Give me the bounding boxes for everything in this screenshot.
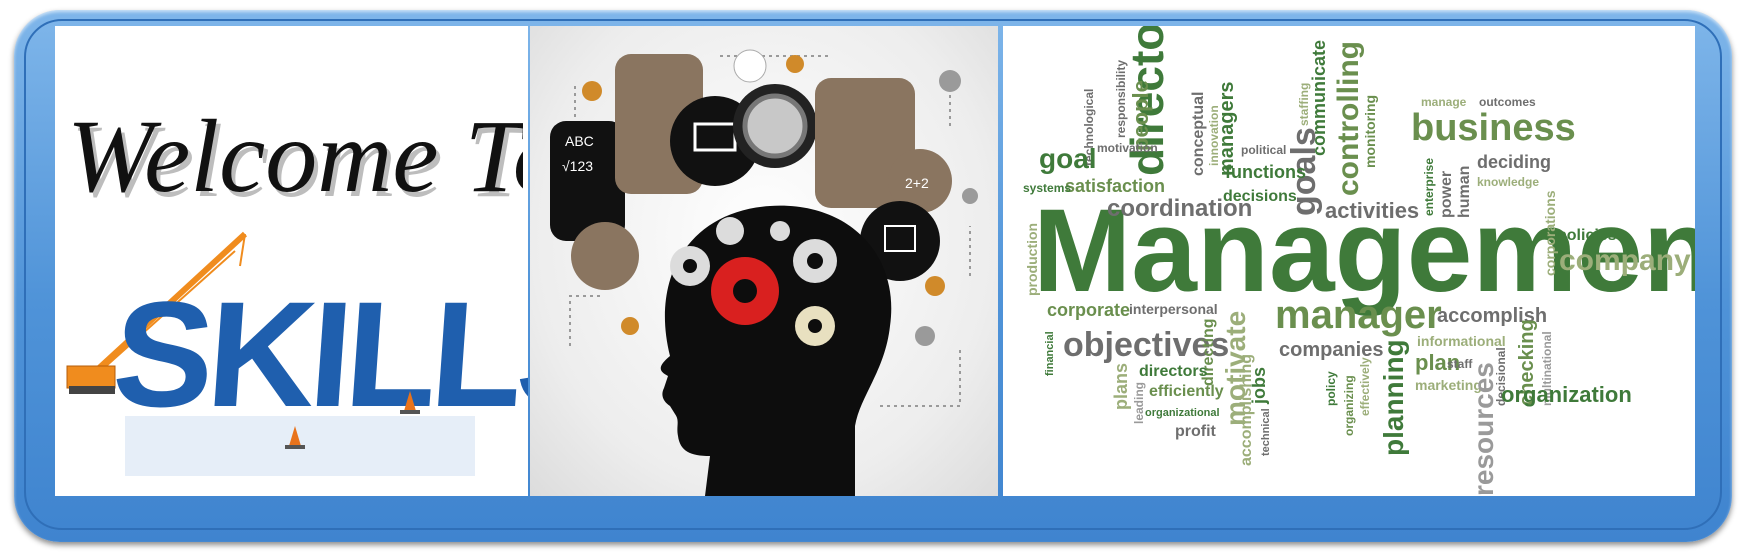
cone-icon bbox=[285, 391, 420, 449]
idea-bubbles: ABC √123 2+2 bbox=[550, 49, 952, 290]
svg-text:technical: technical bbox=[1260, 408, 1272, 456]
word-director: director bbox=[1121, 26, 1173, 176]
svg-text:motivate: motivate bbox=[1220, 311, 1251, 426]
svg-text:decisions: decisions bbox=[1223, 188, 1297, 205]
svg-text:managers: managers bbox=[1216, 82, 1238, 177]
svg-text:policy: policy bbox=[1324, 371, 1338, 406]
svg-text:resources: resources bbox=[1468, 362, 1499, 496]
svg-text:human: human bbox=[1456, 166, 1473, 218]
svg-text:plans: plans bbox=[1111, 363, 1131, 410]
svg-text:accomplishing: accomplishing bbox=[1238, 354, 1255, 466]
svg-text:multinational: multinational bbox=[1540, 331, 1554, 406]
svg-text:satisfaction: satisfaction bbox=[1065, 176, 1165, 196]
svg-text:companies: companies bbox=[1279, 339, 1383, 361]
svg-text:technological: technological bbox=[1082, 89, 1096, 166]
svg-text:checking: checking bbox=[1516, 319, 1538, 406]
svg-text:profit: profit bbox=[1175, 423, 1217, 440]
welcome-text: Welcome To bbox=[67, 99, 523, 214]
svg-text:deciding: deciding bbox=[1477, 152, 1551, 172]
svg-text:enterprise: enterprise bbox=[1422, 158, 1436, 216]
svg-text:staffing: staffing bbox=[1297, 83, 1311, 126]
svg-text:accomplish: accomplish bbox=[1437, 305, 1547, 327]
svg-text:√123: √123 bbox=[562, 158, 593, 174]
svg-text:company: company bbox=[1559, 244, 1691, 277]
svg-text:objectives: objectives bbox=[1063, 326, 1229, 364]
brain-gears-icon bbox=[670, 217, 837, 346]
svg-text:policies: policies bbox=[1557, 227, 1617, 244]
management-word-cloud-panel: Management director managers goals contr… bbox=[1003, 26, 1695, 496]
svg-text:informational: informational bbox=[1417, 333, 1506, 349]
svg-text:communicate: communicate bbox=[1309, 40, 1329, 156]
svg-text:ABC: ABC bbox=[565, 133, 594, 149]
svg-text:interpersonal: interpersonal bbox=[1129, 301, 1218, 317]
welcome-heading: Welcome To Welcome To bbox=[67, 99, 523, 219]
head-ideas-illustration: ABC √123 2+2 bbox=[550, 49, 978, 496]
svg-text:organizing: organizing bbox=[1342, 375, 1356, 436]
svg-text:functions: functions bbox=[1225, 162, 1306, 182]
svg-text:people: people bbox=[1128, 80, 1153, 151]
svg-text:staff: staff bbox=[1447, 357, 1473, 371]
welcome-skills-panel: Welcome To Welcome To SKILLS bbox=[55, 26, 528, 496]
svg-text:planning: planning bbox=[1378, 339, 1409, 456]
svg-text:controlling: controlling bbox=[1332, 41, 1365, 196]
svg-text:production: production bbox=[1024, 223, 1040, 296]
svg-text:goal: goal bbox=[1039, 143, 1097, 174]
svg-text:organizational: organizational bbox=[1145, 407, 1220, 419]
banner-frame-border bbox=[24, 19, 1722, 530]
svg-text:corporate: corporate bbox=[1047, 300, 1130, 320]
svg-text:innovation: innovation bbox=[1207, 105, 1221, 166]
dotted-arrows bbox=[569, 55, 971, 407]
svg-text:political: political bbox=[1241, 143, 1286, 157]
svg-text:monitoring: monitoring bbox=[1362, 95, 1378, 168]
svg-text:organization: organization bbox=[1501, 382, 1632, 407]
svg-text:responsibility: responsibility bbox=[1114, 60, 1128, 138]
svg-text:corporations: corporations bbox=[1542, 190, 1558, 276]
svg-text:plan: plan bbox=[1415, 350, 1460, 375]
svg-text:coordination: coordination bbox=[1107, 195, 1252, 222]
svg-text:conceptual: conceptual bbox=[1190, 92, 1207, 176]
welcome-text-shadow: Welcome To bbox=[71, 104, 523, 219]
svg-text:outcomes: outcomes bbox=[1479, 95, 1536, 109]
svg-text:leading: leading bbox=[1132, 382, 1146, 424]
svg-text:directing: directing bbox=[1200, 318, 1217, 386]
skills-text: SKILLS bbox=[108, 270, 528, 438]
svg-text:power: power bbox=[1438, 171, 1455, 218]
brain-ideas-panel: ABC √123 2+2 bbox=[530, 26, 998, 496]
svg-text:2+2: 2+2 bbox=[905, 175, 929, 191]
svg-text:jobs: jobs bbox=[1249, 367, 1269, 405]
gray-gear-icons bbox=[915, 70, 978, 346]
svg-text:manager: manager bbox=[1275, 293, 1442, 337]
svg-text:directors: directors bbox=[1139, 363, 1208, 380]
svg-text:decisional: decisional bbox=[1494, 347, 1508, 406]
svg-text:activities: activities bbox=[1325, 198, 1419, 223]
word-cloud: Management director managers goals contr… bbox=[1023, 26, 1695, 496]
svg-text:financial: financial bbox=[1044, 331, 1056, 376]
svg-text:effectively: effectively bbox=[1358, 357, 1372, 416]
svg-text:motivation: motivation bbox=[1097, 141, 1158, 155]
svg-text:marketing: marketing bbox=[1415, 377, 1482, 393]
svg-text:efficiently: efficiently bbox=[1149, 383, 1224, 400]
small-gear-icons bbox=[582, 55, 945, 335]
svg-text:goals: goals bbox=[1285, 127, 1323, 216]
svg-text:knowledge: knowledge bbox=[1477, 175, 1539, 189]
crane-icon bbox=[66, 231, 248, 394]
svg-text:manage: manage bbox=[1421, 95, 1467, 109]
svg-text:systems: systems bbox=[1023, 181, 1071, 195]
word-management: Management bbox=[1033, 185, 1695, 317]
svg-text:business: business bbox=[1411, 107, 1576, 149]
skills-illustration: SKILLS bbox=[66, 231, 528, 476]
